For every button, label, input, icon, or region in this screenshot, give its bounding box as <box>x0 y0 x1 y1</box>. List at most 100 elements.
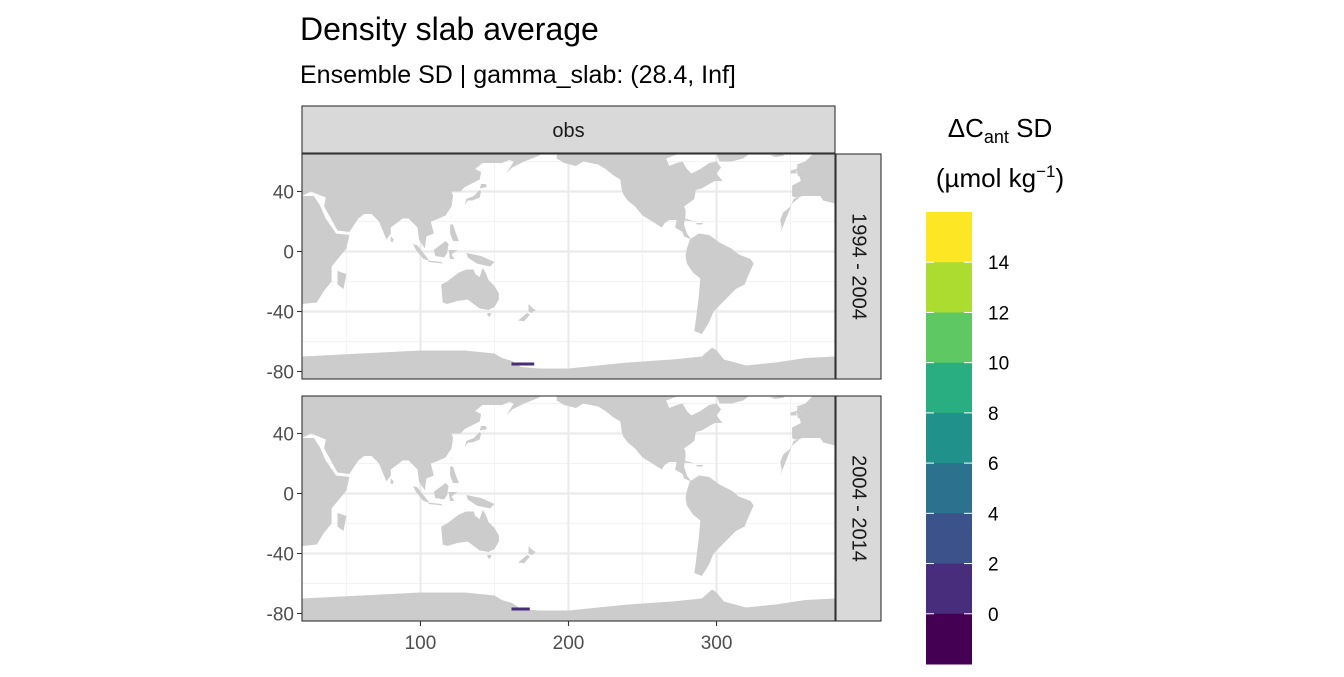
y-tick-label: 0 <box>283 485 294 506</box>
legend-title: ΔCant SD <box>948 113 1053 147</box>
data-cell <box>511 362 517 366</box>
panel-content <box>302 396 835 621</box>
land-polygon <box>337 513 347 531</box>
land-polygon <box>413 486 430 503</box>
land-polygon <box>450 466 459 483</box>
land-polygon <box>433 483 449 500</box>
map-panel-1: 1994 - 2004 40 0 -40 -80 <box>267 153 882 384</box>
data-cell <box>524 607 530 611</box>
legend-unit-superscript: −1 <box>1036 162 1055 181</box>
land-polygon <box>464 432 482 447</box>
legend-unit: (µmol kg−1) <box>936 162 1064 193</box>
land-polygon <box>679 459 695 464</box>
legend-break-label: 10 <box>988 354 1009 375</box>
data-cell <box>520 607 526 611</box>
legend-break-label: 8 <box>988 404 999 425</box>
chart-subtitle: Ensemble SD | gamma_slab: (28.4, Inf] <box>300 61 736 89</box>
facet-strip-top <box>301 105 836 154</box>
land-polygon <box>302 347 835 379</box>
legend-unit-prefix: (µmol kg <box>936 163 1036 193</box>
land-polygon <box>780 154 835 234</box>
land-polygon <box>302 196 350 304</box>
data-cell <box>520 362 526 366</box>
land-polygon <box>337 271 347 289</box>
land-polygon <box>390 236 394 243</box>
land-polygon <box>464 190 482 205</box>
land-polygon <box>450 214 453 219</box>
y-tick-label: -80 <box>267 605 294 626</box>
land-polygon <box>769 154 785 157</box>
land-polygon <box>448 492 458 501</box>
land-polygon <box>302 154 542 249</box>
y-tick-label: 0 <box>283 243 294 264</box>
legend-swatch <box>926 312 972 364</box>
panel-content <box>302 154 835 379</box>
legend-title-subscript: ant <box>984 127 1009 147</box>
legend-break-label: 2 <box>988 555 999 576</box>
legend-break-label: 12 <box>988 303 1009 324</box>
land-polygon <box>390 478 394 485</box>
data-cell <box>529 362 535 366</box>
legend-title-suffix: SD <box>1009 113 1052 143</box>
land-polygon <box>441 510 499 552</box>
legend-swatch <box>926 463 972 514</box>
legend-swatch <box>926 613 972 665</box>
land-polygon <box>518 555 530 564</box>
y-tick-label: -80 <box>267 363 294 384</box>
y-tick-label: -40 <box>267 303 294 324</box>
facet-strip-right-label: 1994 - 2004 <box>848 213 870 320</box>
facet-strip-right <box>835 153 882 380</box>
legend-swatch <box>926 212 972 263</box>
land-polygon <box>441 268 499 310</box>
facet-strip-top-label: obs <box>552 120 584 142</box>
legend-swatch <box>926 362 972 414</box>
land-polygon <box>450 224 459 241</box>
data-cell <box>515 607 521 611</box>
land-polygon <box>448 250 458 259</box>
land-polygon <box>487 555 492 559</box>
land-polygon <box>487 313 492 317</box>
land-polygon <box>716 154 750 162</box>
panel-border <box>301 153 836 380</box>
land-polygon <box>695 223 704 225</box>
legend-swatch <box>926 262 972 313</box>
land-polygon <box>427 260 443 264</box>
legend-swatch <box>926 513 972 565</box>
legend-swatch <box>926 412 972 464</box>
land-polygon <box>450 456 453 461</box>
land-polygon <box>695 465 704 467</box>
legend-swatch <box>926 563 972 615</box>
map-panel-2: 2004 - 2014 40 0 -40 -80 <box>267 395 882 626</box>
land-polygon <box>790 169 797 174</box>
data-cell <box>524 362 530 366</box>
land-polygon <box>479 426 488 431</box>
x-tick-label: 200 <box>553 633 585 654</box>
land-polygon <box>302 396 542 491</box>
x-tick-label: 100 <box>405 633 437 654</box>
land-polygon <box>466 253 495 267</box>
facet-strip-right-label: 2004 - 2014 <box>848 455 870 562</box>
land-polygon <box>769 396 785 399</box>
land-polygon <box>780 396 835 476</box>
land-polygon <box>679 217 695 222</box>
land-polygon <box>528 304 536 313</box>
legend-break-label: 0 <box>988 605 999 626</box>
land-polygon <box>685 233 754 334</box>
facet-strip-right <box>835 395 882 622</box>
land-polygon <box>302 438 350 546</box>
land-polygon <box>479 184 488 189</box>
legend-break-label: 14 <box>988 253 1010 274</box>
data-cell <box>511 607 517 611</box>
data-cell <box>515 362 521 366</box>
x-tick-label: 300 <box>701 633 733 654</box>
land-polygon <box>433 241 449 258</box>
land-polygon <box>790 411 797 416</box>
legend-break-label: 4 <box>988 504 999 525</box>
land-polygon <box>427 502 443 506</box>
y-tick-label: 40 <box>273 183 294 204</box>
land-polygon <box>302 589 835 621</box>
land-polygon <box>413 244 430 261</box>
legend-unit-suffix: ) <box>1055 163 1064 193</box>
land-polygon <box>518 313 530 322</box>
y-tick-label: -40 <box>267 545 294 566</box>
